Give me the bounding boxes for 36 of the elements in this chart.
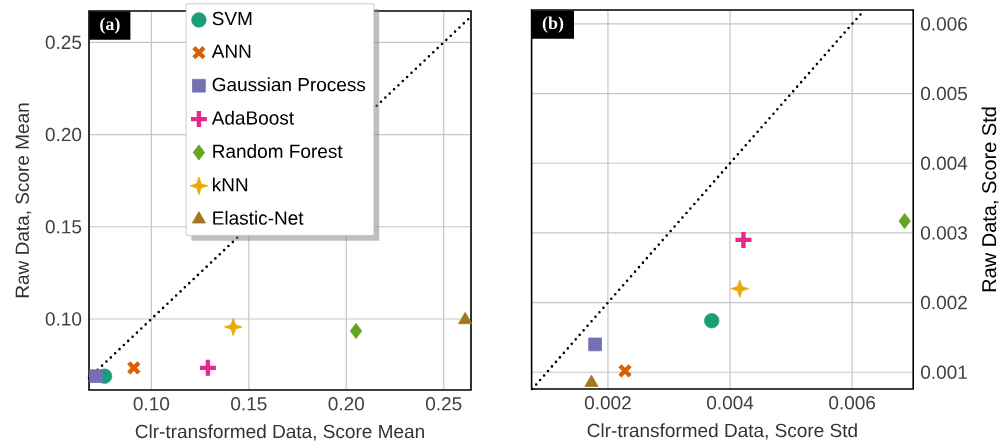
x-axis-title: Clr-transformed Data, Score Mean [135, 424, 424, 441]
legend-label: Gaussian Process [212, 77, 366, 92]
legend-label: AdaBoost [211, 110, 294, 125]
point [730, 279, 750, 298]
point [733, 229, 754, 251]
x-tick-label: 0.20 [328, 397, 365, 411]
y-tick-label: 0.25 [45, 35, 82, 50]
legend-label: kNN [213, 177, 248, 192]
point [588, 337, 602, 352]
legend-label: SVM [212, 11, 252, 26]
x-tick-label: 0.10 [133, 397, 170, 411]
y-tick-label: 0.15 [45, 220, 82, 234]
y2-tick-label: 0.005 [921, 86, 968, 101]
y-tick-label: 0.10 [45, 312, 82, 326]
point [704, 313, 720, 329]
y2-tick-label: 0.001 [921, 365, 967, 379]
x-tick-label: 0.15 [231, 397, 267, 411]
y2-axis-title: Raw Data, Score Std [981, 107, 999, 292]
x-tick-label: 0.004 [707, 396, 754, 410]
x-axis-title: Clr-transformed Data, Score Std [587, 423, 857, 440]
y-axis-title: Raw Data, Score Mean [15, 103, 32, 298]
annotation: (b) [542, 16, 564, 33]
x-tick-label: 0.006 [829, 396, 876, 410]
legend-label: Elastic-Net [213, 210, 304, 225]
annotation: (a) [100, 17, 120, 34]
y-tick-label: 0.20 [45, 127, 82, 142]
point [898, 213, 911, 230]
y2-tick-label: 0.006 [921, 17, 967, 31]
point [617, 363, 633, 379]
y2-tick-label: 0.004 [921, 156, 968, 170]
legend-label: ANN [211, 44, 251, 58]
y2-tick-label: 0.003 [921, 226, 967, 240]
x-tick-label: 0.002 [584, 396, 631, 410]
legend-label: Random Forest [213, 144, 343, 159]
x-tick-label: 0.25 [425, 397, 462, 411]
y2-tick-label: 0.002 [921, 295, 967, 310]
